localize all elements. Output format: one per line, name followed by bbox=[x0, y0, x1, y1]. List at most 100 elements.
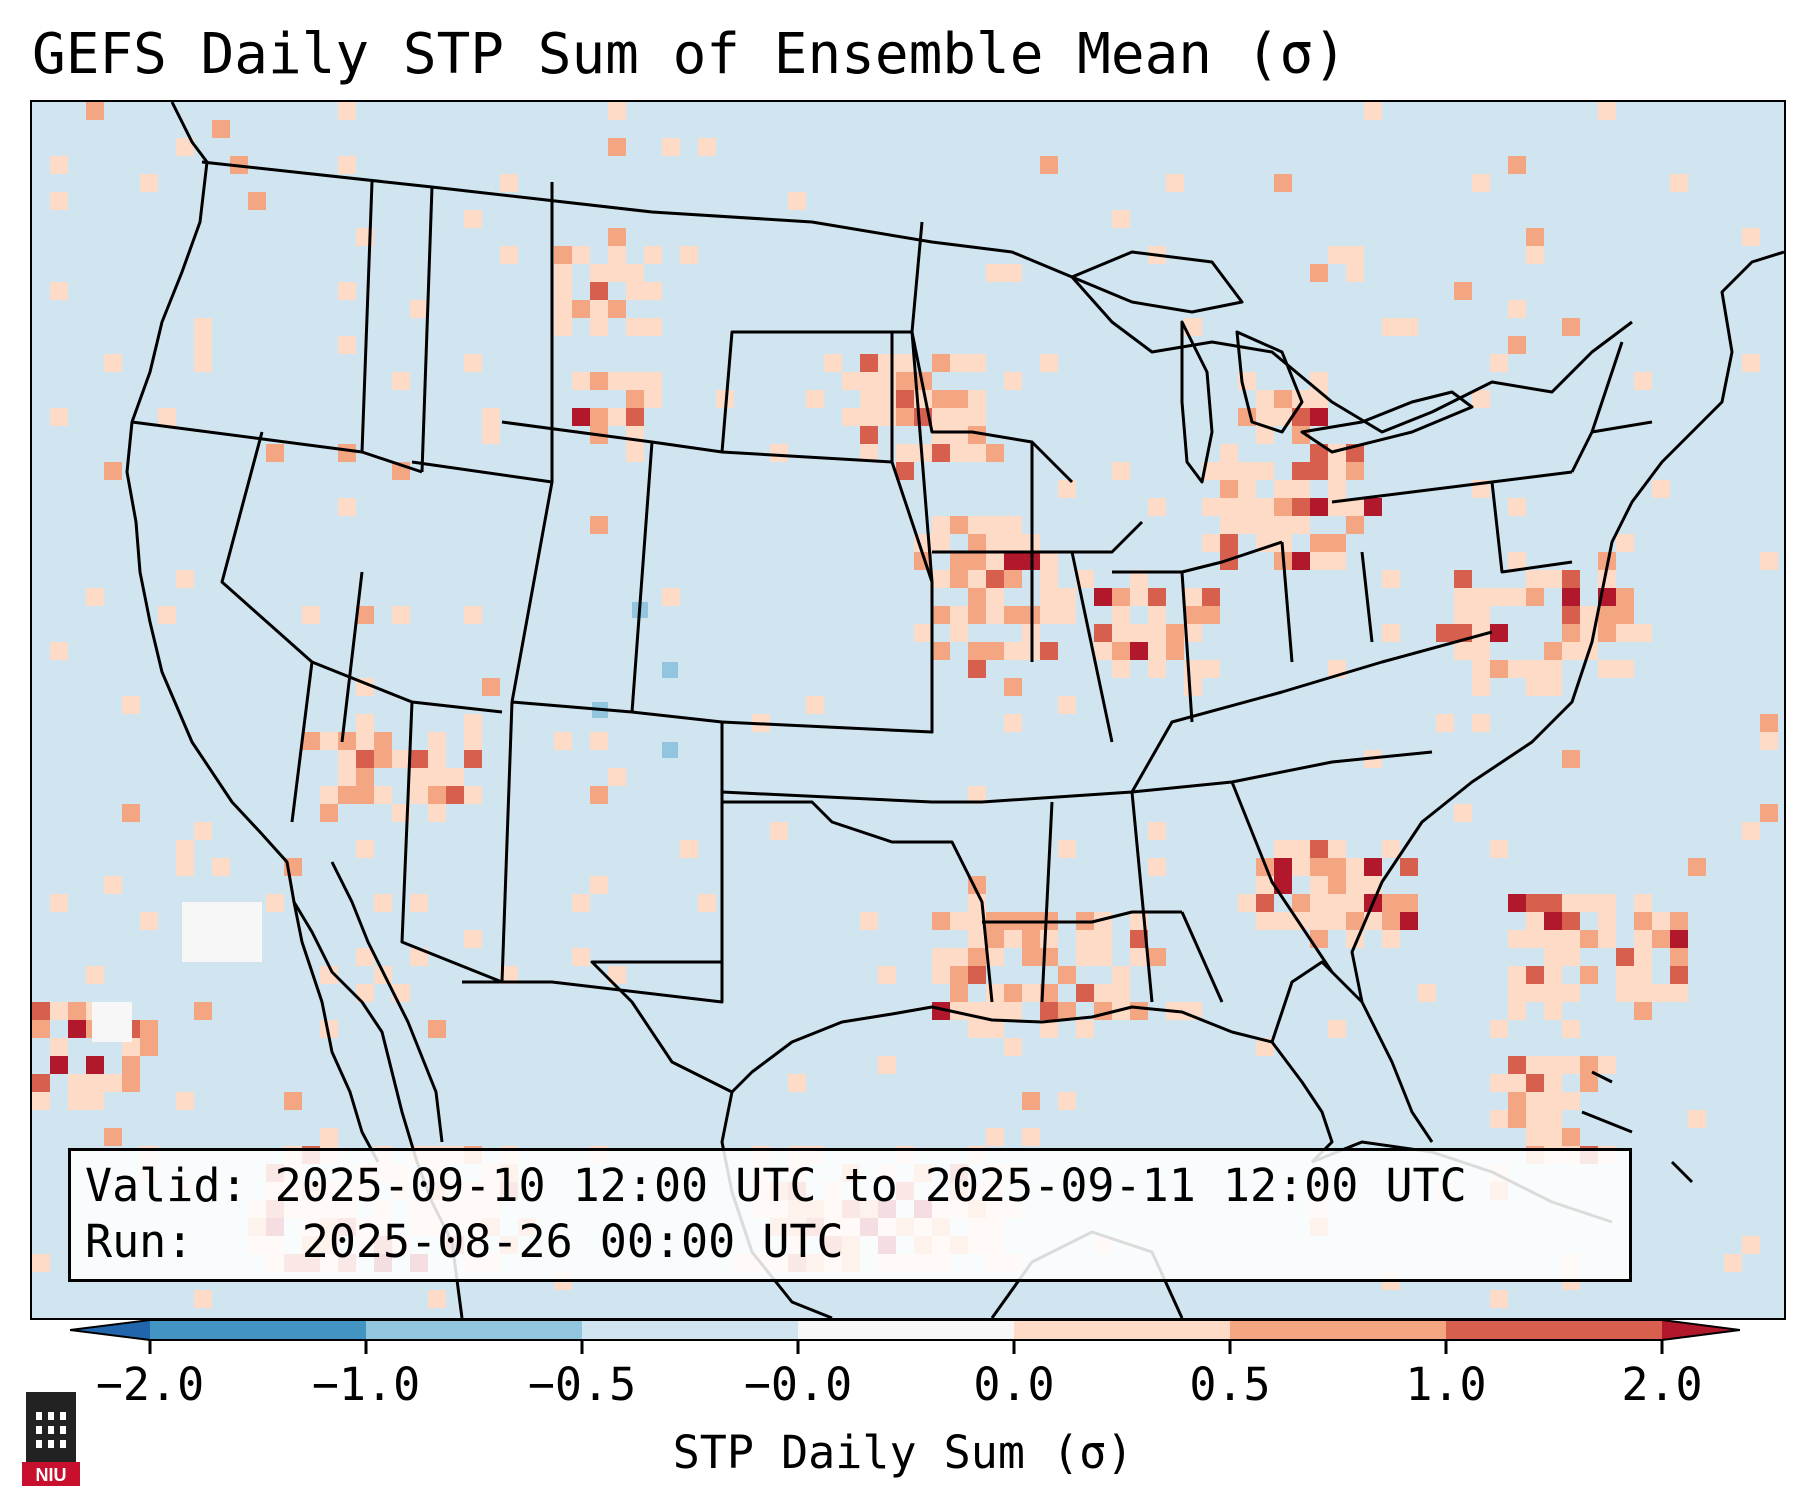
colorbar-tick-label: −2.0 bbox=[95, 1358, 205, 1411]
stp-shade-cell bbox=[50, 894, 68, 912]
stp-shade-cell bbox=[968, 642, 986, 660]
stp-shade-cell bbox=[1112, 966, 1130, 984]
stp-shade-cell bbox=[1364, 858, 1382, 876]
stp-shade-cell bbox=[1634, 984, 1652, 1002]
stp-shade-cell bbox=[464, 786, 482, 804]
stp-shade-cell bbox=[950, 426, 968, 444]
stp-shade-cell bbox=[1616, 588, 1634, 606]
stp-shade-cell bbox=[788, 192, 806, 210]
stp-shade-cell bbox=[1256, 408, 1274, 426]
stp-shade-cell bbox=[68, 1020, 86, 1038]
stp-shade-cell bbox=[1310, 444, 1328, 462]
stp-shade-cell bbox=[968, 588, 986, 606]
stp-shade-cell bbox=[1004, 714, 1022, 732]
stp-shade-cell bbox=[1508, 966, 1526, 984]
stp-shade-cell bbox=[194, 1002, 212, 1020]
stp-shade-cell bbox=[644, 318, 662, 336]
stp-shade-cell bbox=[1346, 876, 1364, 894]
stp-shade-cell bbox=[1292, 858, 1310, 876]
stp-shade-cell bbox=[1562, 912, 1580, 930]
atlantic-coastline bbox=[1350, 250, 1784, 1003]
stp-shade-cell bbox=[1022, 984, 1040, 1002]
stp-shade-cell bbox=[1040, 1002, 1058, 1020]
stp-shade-cell bbox=[590, 876, 608, 894]
stp-shade-cell bbox=[320, 804, 338, 822]
stp-shade-cell bbox=[176, 1092, 194, 1110]
stp-shade-cell bbox=[1040, 552, 1058, 570]
stp-shade-cell bbox=[986, 1128, 1004, 1146]
stp-shade-cell bbox=[986, 264, 1004, 282]
stp-shade-cell bbox=[968, 930, 986, 948]
run-line: Run: 2025-08-26 00:00 UTC bbox=[85, 1215, 844, 1268]
stp-shade-cell bbox=[1058, 1002, 1076, 1020]
stp-shade-cell bbox=[572, 246, 590, 264]
stp-shade-cell bbox=[950, 624, 968, 642]
colorbar-segment-3 bbox=[798, 1320, 1014, 1340]
stp-shade-cell bbox=[788, 1074, 806, 1092]
stp-shade-cell bbox=[986, 984, 1004, 1002]
stp-shade-cell bbox=[32, 1002, 50, 1020]
stp-shade-cell bbox=[464, 930, 482, 948]
stp-shade-cell bbox=[1274, 390, 1292, 408]
stp-shade-cell bbox=[1652, 984, 1670, 1002]
stp-shade-cell bbox=[1148, 588, 1166, 606]
stp-shade-cell bbox=[1166, 624, 1184, 642]
stp-shade-cell bbox=[968, 444, 986, 462]
stp-shade-cell bbox=[356, 606, 374, 624]
stp-shade-cell bbox=[1688, 1110, 1706, 1128]
stp-shade-cell bbox=[1454, 570, 1472, 588]
stp-shade-cell bbox=[428, 786, 446, 804]
lake-huron bbox=[1235, 330, 1304, 434]
florida-coast bbox=[1270, 960, 1434, 1143]
stp-shade-cell bbox=[1742, 228, 1760, 246]
stp-shade-cell bbox=[50, 642, 68, 660]
stp-shade-cell bbox=[1004, 1038, 1022, 1056]
stp-shade-cell bbox=[1292, 840, 1310, 858]
stp-shade-cell bbox=[1760, 714, 1778, 732]
stp-shade-cell bbox=[1616, 660, 1634, 678]
stp-shade-cell bbox=[1256, 876, 1274, 894]
stp-shade-cell bbox=[1472, 642, 1490, 660]
stp-shade-cell bbox=[428, 1290, 446, 1308]
colorbar-under-arrow bbox=[70, 1320, 150, 1340]
stp-shade-cell bbox=[410, 948, 428, 966]
stp-shade-cell bbox=[1616, 948, 1634, 966]
stp-shade-cell bbox=[1544, 1110, 1562, 1128]
stp-shade-cell bbox=[1310, 264, 1328, 282]
stp-shade-cell bbox=[428, 804, 446, 822]
stp-shade-cell bbox=[554, 318, 572, 336]
stp-shade-cell bbox=[1148, 624, 1166, 642]
colorbar-tick-label: −1.0 bbox=[311, 1358, 421, 1411]
colorbar-segment-0 bbox=[150, 1320, 366, 1340]
stp-shade-cell bbox=[1022, 948, 1040, 966]
stp-shade-cell bbox=[1688, 858, 1706, 876]
stp-shade-cell bbox=[338, 102, 356, 120]
colorbar-tick-label: −0.5 bbox=[527, 1358, 637, 1411]
stp-shade-cell bbox=[1382, 930, 1400, 948]
stp-shade-cell bbox=[1310, 408, 1328, 426]
stp-shade-cell bbox=[878, 966, 896, 984]
stp-shade-cell bbox=[590, 516, 608, 534]
stp-shade-cell bbox=[1526, 1128, 1544, 1146]
stp-shade-cell bbox=[500, 174, 518, 192]
stp-shade-cell bbox=[1310, 462, 1328, 480]
stp-shade-cell bbox=[986, 552, 1004, 570]
stp-shade-cell bbox=[1130, 948, 1148, 966]
stp-shade-cell bbox=[1310, 552, 1328, 570]
stp-shade-cell bbox=[1328, 534, 1346, 552]
stp-shade-cell bbox=[932, 354, 950, 372]
stp-shade-cell bbox=[1508, 1074, 1526, 1092]
valid-line: Valid: 2025-09-10 12:00 UTC to 2025-09-1… bbox=[85, 1159, 1467, 1212]
stp-shade-cell bbox=[1310, 534, 1328, 552]
stp-shade-cell bbox=[1220, 480, 1238, 498]
stp-shade-cell bbox=[1508, 156, 1526, 174]
stp-shade-cell bbox=[968, 912, 986, 930]
stp-shade-cell bbox=[1472, 660, 1490, 678]
stp-shade-cell bbox=[500, 246, 518, 264]
stp-shade-cell bbox=[644, 390, 662, 408]
stp-shade-cell bbox=[86, 588, 104, 606]
stp-shade-cell bbox=[1544, 930, 1562, 948]
stp-shade-cell bbox=[1130, 930, 1148, 948]
stp-shade-cell bbox=[158, 408, 176, 426]
stp-shade-cell bbox=[1130, 1002, 1148, 1020]
